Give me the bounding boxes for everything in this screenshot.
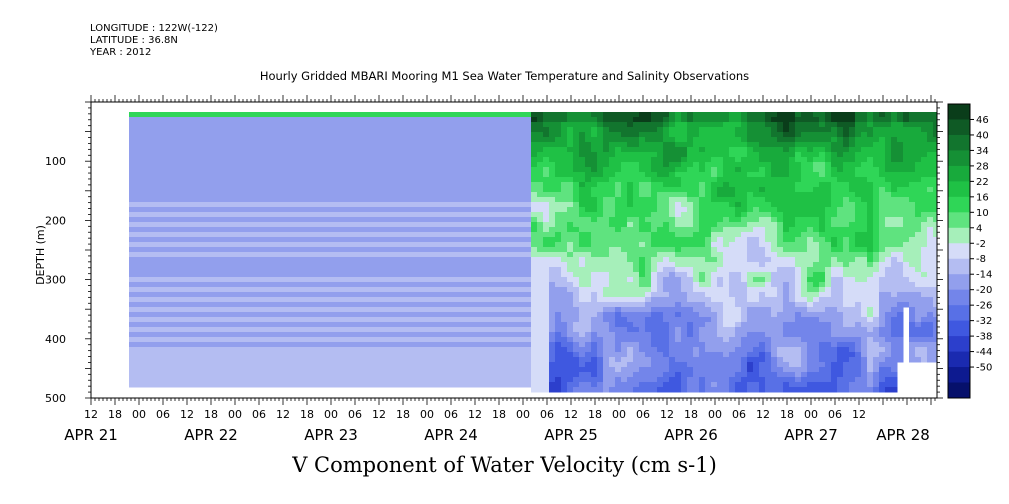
x-tick-label: 18: [588, 408, 602, 421]
colorbar-label: -38: [976, 332, 992, 343]
x-tick-label: 18: [684, 408, 698, 421]
colorbar-swatch: [948, 351, 970, 368]
x-tick-label: 00: [132, 408, 146, 421]
x-date-label: APR 23: [304, 426, 358, 444]
longitude-label: LONGITUDE : 122W(-122): [90, 23, 218, 34]
x-tick-label: 06: [732, 408, 746, 421]
x-tick-label: 00: [708, 408, 722, 421]
x-tick-label: 12: [756, 408, 770, 421]
x-tick-label: 12: [372, 408, 386, 421]
x-tick-label: 12: [84, 408, 98, 421]
latitude-label: LATITUDE : 36.8N: [90, 35, 178, 46]
colorbar-swatch: [948, 181, 970, 198]
colorbar-label: -8: [976, 254, 986, 265]
chart-caption: V Component of Water Velocity (cm s-1): [292, 453, 717, 477]
colorbar-label: -20: [976, 285, 992, 296]
y-tick-labels: 100 200 300 400 500: [45, 155, 66, 405]
x-tick-label: 12: [564, 408, 578, 421]
x-tick-label: 12: [276, 408, 290, 421]
colorbar-label: -14: [976, 270, 992, 281]
colorbar-swatch: [948, 134, 970, 151]
x-tick-label: 18: [396, 408, 410, 421]
colorbar-swatch: [948, 367, 970, 384]
x-tick-label: 06: [636, 408, 650, 421]
colorbar-label: -50: [976, 363, 992, 374]
x-tick-label: 18: [204, 408, 218, 421]
x-tick-label: 06: [540, 408, 554, 421]
colorbar-swatch: [948, 196, 970, 213]
y-axis-label: DEPTH (m): [34, 225, 47, 285]
colorbar-label: -26: [976, 301, 992, 312]
colorbar-swatch: [948, 289, 970, 306]
x-tick-label: 18: [300, 408, 314, 421]
x-tick-label: 06: [156, 408, 170, 421]
x-tick-labels: 12 18 00 06 12 18 00 06 12 18 00 06 12 18 00 06 12 18 00 06…: [84, 408, 866, 421]
colorbar-swatch: [948, 382, 970, 399]
colorbar-label: -44: [976, 347, 992, 358]
x-tick-label: 18: [108, 408, 122, 421]
x-tick-label: 06: [252, 408, 266, 421]
x-tick-label: 12: [180, 408, 194, 421]
y-tick-label: 300: [45, 274, 66, 287]
colorbar-swatch: [948, 336, 970, 353]
colorbar-label: -2: [976, 239, 986, 250]
colorbar-swatch: [948, 320, 970, 337]
colorbar-label: 34: [976, 146, 989, 157]
colorbar-label: 10: [976, 208, 989, 219]
x-date-label: APR 27: [784, 426, 838, 444]
colorbar-swatch: [948, 165, 970, 182]
x-date-label: APR 28: [876, 426, 930, 444]
y-tick-label: 500: [45, 392, 66, 405]
y-tick-label: 200: [45, 214, 66, 227]
chart-title: Hourly Gridded MBARI Mooring M1 Sea Wate…: [259, 69, 750, 83]
x-date-labels: APR 21 APR 22 APR 23 APR 24 APR 25 APR 26 APR …: [64, 426, 930, 444]
colorbar-swatch: [948, 212, 970, 229]
colorbar-label: 22: [976, 177, 989, 188]
y-tick-label: 100: [45, 155, 66, 168]
x-date-label: APR 24: [424, 426, 478, 444]
colorbar-swatch: [948, 227, 970, 244]
x-tick-label: 00: [804, 408, 818, 421]
colorbar-label: -32: [976, 316, 992, 327]
y-tick-label: 400: [45, 333, 66, 346]
x-tick-label: 00: [612, 408, 626, 421]
colorbar-swatch: [948, 119, 970, 136]
x-tick-label: 00: [516, 408, 530, 421]
x-date-label: APR 21: [64, 426, 118, 444]
colorbar-label: 28: [976, 161, 989, 172]
heatmap-field: [129, 112, 937, 393]
colorbar-swatch: [948, 305, 970, 322]
x-date-label: APR 22: [184, 426, 238, 444]
colorbar-swatch: [948, 104, 970, 120]
x-tick-label: 00: [324, 408, 338, 421]
colorbar-swatch: [948, 258, 970, 275]
x-tick-label: 00: [228, 408, 242, 421]
colorbar-label: 46: [976, 115, 989, 126]
x-tick-label: 18: [492, 408, 506, 421]
colorbar-swatch: [948, 150, 970, 167]
x-tick-label: 06: [444, 408, 458, 421]
x-tick-label: 06: [348, 408, 362, 421]
x-date-label: APR 26: [664, 426, 718, 444]
x-tick-label: 12: [852, 408, 866, 421]
x-tick-label: 06: [828, 408, 842, 421]
colorbar-swatch: [948, 274, 970, 291]
x-tick-label: 18: [780, 408, 794, 421]
colorbar-swatch: [948, 243, 970, 260]
colorbar: 46 40 34 28 22 16 10 4 -2 -8 -14 -20 -26 -32 -38 -44 -50: [947, 103, 992, 399]
x-tick-label: 12: [468, 408, 482, 421]
colorbar-label: 4: [976, 223, 982, 234]
year-label: YEAR : 2012: [90, 47, 152, 58]
axis-ticks: [85, 95, 943, 405]
x-date-label: APR 25: [544, 426, 598, 444]
colorbar-label: 40: [976, 130, 989, 141]
x-tick-label: 00: [420, 408, 434, 421]
x-tick-label: 12: [660, 408, 674, 421]
colorbar-label: 16: [976, 192, 989, 203]
colorbar-frame: [947, 103, 971, 399]
